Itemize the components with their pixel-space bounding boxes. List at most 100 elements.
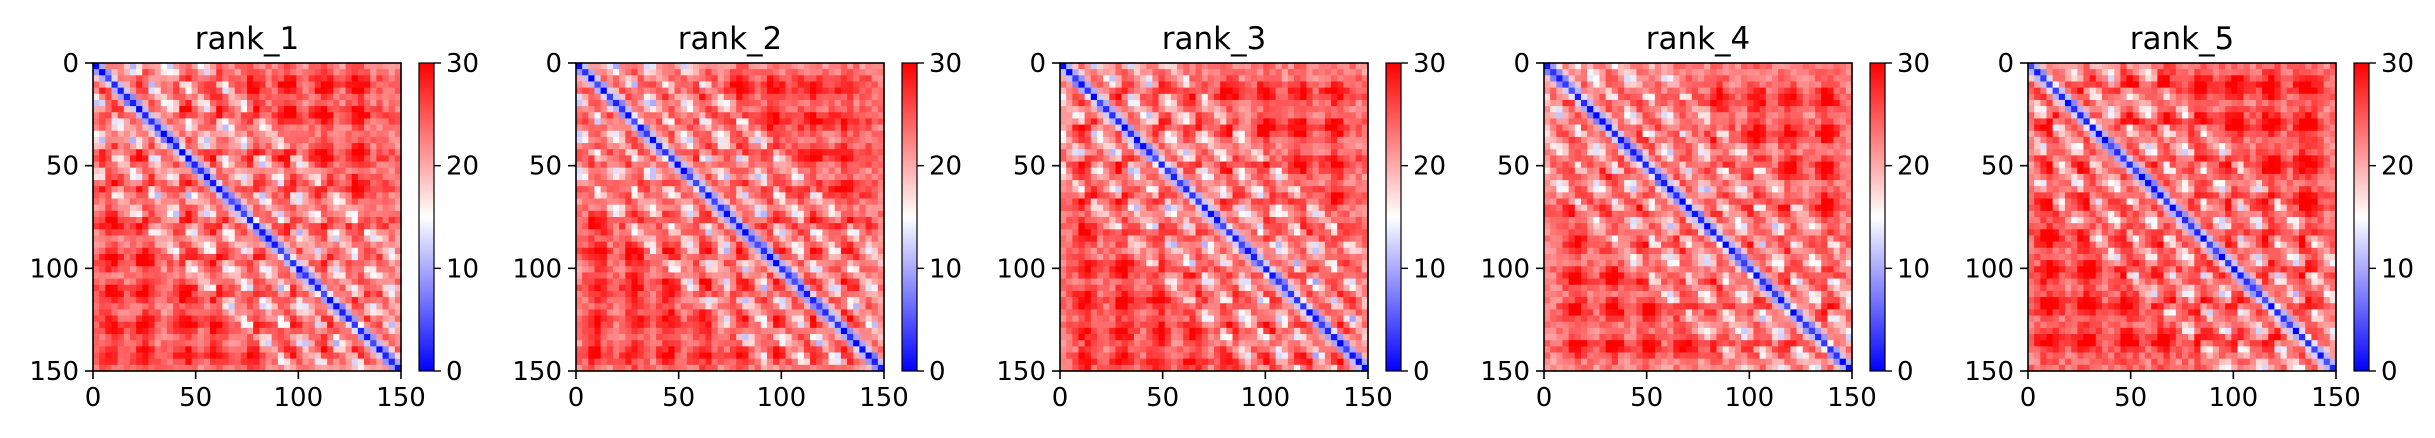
heatmap-cell bbox=[877, 217, 885, 224]
heatmap-cell bbox=[766, 247, 774, 255]
heatmap-cell bbox=[582, 297, 589, 304]
heatmap-cell bbox=[803, 136, 811, 144]
heatmap-cell bbox=[674, 278, 682, 286]
heatmap-cell bbox=[680, 198, 688, 206]
heatmap-cell bbox=[123, 334, 131, 341]
heatmap-cell bbox=[111, 130, 119, 138]
heatmap-cell bbox=[791, 223, 799, 230]
heatmap-cell bbox=[240, 290, 248, 298]
heatmap-cell bbox=[210, 247, 217, 255]
heatmap-cell bbox=[370, 327, 377, 335]
heatmap-cell bbox=[705, 352, 713, 360]
heatmap-cell bbox=[606, 321, 614, 329]
heatmap-cell bbox=[606, 290, 614, 298]
heatmap-cell bbox=[99, 346, 106, 354]
heatmap-cell bbox=[339, 290, 347, 298]
heatmap-cell bbox=[674, 81, 682, 89]
heatmap-cell bbox=[382, 93, 390, 101]
heatmap-cell bbox=[320, 364, 328, 372]
heatmap-cell bbox=[723, 303, 731, 310]
heatmap-cell bbox=[847, 75, 854, 83]
heatmap-cell bbox=[234, 167, 242, 175]
heatmap-cell bbox=[283, 69, 291, 76]
heatmap-cell bbox=[871, 161, 879, 169]
heatmap-cell bbox=[828, 204, 836, 212]
heatmap-cell bbox=[320, 334, 328, 341]
heatmap-cell bbox=[388, 334, 396, 341]
heatmap-cell bbox=[93, 63, 100, 70]
heatmap-cell bbox=[314, 155, 322, 163]
heatmap-cell bbox=[123, 186, 131, 193]
heatmap-cell bbox=[210, 284, 217, 292]
heatmap-cell bbox=[117, 69, 125, 76]
heatmap-cell bbox=[265, 358, 273, 366]
heatmap-cell bbox=[853, 315, 860, 323]
heatmap-cell bbox=[364, 290, 371, 298]
heatmap-cell bbox=[766, 180, 774, 187]
heatmap-cell bbox=[357, 290, 365, 298]
heatmap-cell bbox=[649, 198, 657, 206]
heatmap-cell bbox=[136, 173, 143, 181]
heatmap-cell bbox=[173, 130, 180, 138]
heatmap-cell bbox=[370, 235, 377, 243]
heatmap-cell bbox=[643, 155, 651, 163]
heatmap-cell bbox=[265, 136, 273, 144]
heatmap-cell bbox=[594, 217, 602, 224]
heatmap-cell bbox=[234, 309, 242, 317]
heatmap-cell bbox=[253, 118, 260, 126]
heatmap-cell bbox=[773, 87, 780, 95]
heatmap-cell bbox=[631, 124, 639, 132]
heatmap-cell bbox=[364, 321, 371, 329]
heatmap-cell bbox=[847, 180, 854, 187]
heatmap-cell bbox=[314, 118, 322, 126]
heatmap-cell bbox=[271, 136, 279, 144]
heatmap-cell bbox=[631, 247, 639, 255]
heatmap-cell bbox=[357, 346, 365, 354]
heatmap-cell bbox=[357, 198, 365, 206]
heatmap-cell bbox=[637, 204, 645, 212]
heatmap-cell bbox=[123, 303, 131, 310]
heatmap-cell bbox=[357, 266, 365, 274]
heatmap-cell bbox=[803, 118, 811, 126]
heatmap-cell bbox=[376, 260, 384, 267]
heatmap-cell bbox=[203, 87, 211, 95]
heatmap-cell bbox=[357, 364, 365, 372]
heatmap-cell bbox=[600, 112, 608, 120]
heatmap-cell bbox=[625, 93, 633, 101]
heatmap-cell bbox=[142, 253, 150, 261]
heatmap-cell bbox=[327, 241, 334, 249]
heatmap-cell bbox=[773, 118, 780, 126]
heatmap-cell bbox=[191, 167, 199, 175]
heatmap-cell bbox=[791, 118, 799, 126]
heatmap-cell bbox=[394, 278, 402, 286]
heatmap-cell bbox=[668, 87, 676, 95]
heatmap-cell bbox=[588, 260, 596, 267]
heatmap-cell bbox=[822, 290, 830, 298]
heatmap-cell bbox=[668, 124, 676, 132]
heatmap-cell bbox=[142, 69, 150, 76]
heatmap-cell bbox=[686, 192, 694, 200]
heatmap-cell bbox=[277, 352, 285, 360]
heatmap-cell bbox=[705, 173, 713, 181]
heatmap-cell bbox=[357, 149, 365, 156]
heatmap-cell bbox=[308, 272, 316, 280]
heatmap-cell bbox=[840, 327, 848, 335]
heatmap-cell bbox=[871, 204, 879, 212]
heatmap-cell bbox=[711, 278, 719, 286]
heatmap-cell bbox=[766, 93, 774, 101]
heatmap-cell bbox=[693, 63, 700, 70]
heatmap-cell bbox=[859, 192, 867, 200]
heatmap-cell bbox=[388, 272, 396, 280]
heatmap-cell bbox=[619, 75, 626, 83]
heatmap-cell bbox=[656, 303, 663, 310]
heatmap-cell bbox=[680, 235, 688, 243]
heatmap-cell bbox=[111, 340, 119, 347]
heatmap-cell bbox=[668, 266, 676, 274]
heatmap-cell bbox=[760, 352, 768, 360]
heatmap-cell bbox=[686, 334, 694, 341]
heatmap-cell bbox=[179, 272, 186, 280]
heatmap-cell bbox=[625, 136, 633, 144]
heatmap-cell bbox=[816, 75, 823, 83]
heatmap-cell bbox=[283, 63, 291, 70]
heatmap-cell bbox=[834, 75, 842, 83]
